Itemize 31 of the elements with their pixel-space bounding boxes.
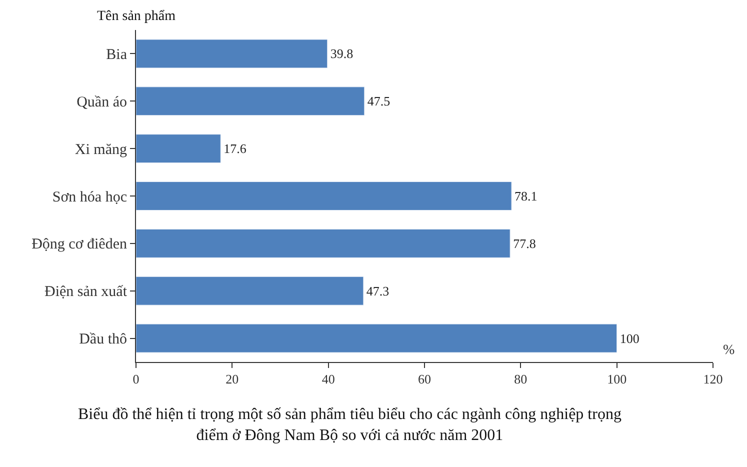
bar xyxy=(136,86,365,116)
data-label: 39.8 xyxy=(330,46,354,62)
data-label: 77.8 xyxy=(513,236,536,251)
data-label: 78.1 xyxy=(514,188,538,204)
y-tick-label: Sơn hóa học xyxy=(52,189,128,206)
data-label: 47.5 xyxy=(367,94,390,109)
y-tick-label: Bia xyxy=(106,46,128,63)
x-tick-label: 20 xyxy=(226,372,239,387)
bar xyxy=(136,134,221,164)
x-tick-label: 120 xyxy=(703,372,723,387)
x-tick-label: 0 xyxy=(132,372,140,387)
data-label: 17.6 xyxy=(224,141,247,156)
y-tick-label: Điện sản xuất xyxy=(44,284,128,300)
data-label: 100 xyxy=(620,330,640,346)
data-label: 47.3 xyxy=(366,283,390,298)
x-tick-label: 80 xyxy=(514,372,528,387)
y-tick-label: Quần áo xyxy=(76,94,127,110)
y-tick-label: Dầu thô xyxy=(79,332,127,348)
x-tick-label: 100 xyxy=(607,372,627,387)
bar xyxy=(136,228,510,258)
y-tick-label: Động cơ điêden xyxy=(32,236,128,253)
bar xyxy=(136,39,328,68)
x-tick-label: 40 xyxy=(322,372,335,387)
x-tick-label: 60 xyxy=(418,372,431,387)
bar xyxy=(136,324,618,353)
bar xyxy=(136,276,364,306)
text: Biểu đồ thể hiện tỉ trọng một số sản phẩm tiêu biểu cho các ngành công nghiệp trọng điểm ở Đông Nam Bộ so với cả nước năm 2001 xyxy=(78,406,622,444)
bar xyxy=(136,182,512,210)
x-axis-title: % xyxy=(723,343,735,358)
y-axis-title: Tên sản phẩm xyxy=(97,9,176,24)
y-tick-label: Xi măng xyxy=(74,142,128,158)
